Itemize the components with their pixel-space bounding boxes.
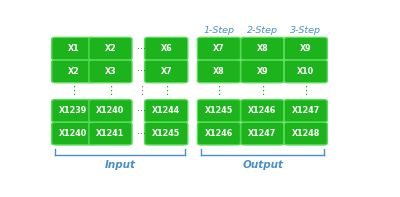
FancyBboxPatch shape [52,60,95,83]
FancyBboxPatch shape [284,37,327,60]
Text: X1245: X1245 [205,106,233,115]
FancyBboxPatch shape [89,122,132,145]
FancyBboxPatch shape [198,60,240,83]
FancyBboxPatch shape [52,37,95,60]
Text: X3: X3 [105,67,116,76]
FancyBboxPatch shape [241,99,284,122]
FancyBboxPatch shape [198,37,240,60]
Text: X1247: X1247 [248,129,276,138]
Text: X10: X10 [297,67,314,76]
Text: 3-Step: 3-Step [290,26,321,35]
Text: X7: X7 [160,67,172,76]
Text: ⋮: ⋮ [136,86,147,96]
Text: ···: ··· [137,129,146,139]
FancyBboxPatch shape [284,122,327,145]
Text: 2-Step: 2-Step [247,26,278,35]
Text: X1245: X1245 [152,129,180,138]
Text: ···: ··· [137,44,146,54]
FancyBboxPatch shape [89,99,132,122]
Text: X9: X9 [300,44,312,53]
FancyBboxPatch shape [89,37,132,60]
FancyBboxPatch shape [145,122,188,145]
Text: X1248: X1248 [292,129,320,138]
FancyBboxPatch shape [241,37,284,60]
Text: X6: X6 [160,44,172,53]
FancyBboxPatch shape [284,60,327,83]
FancyBboxPatch shape [52,99,95,122]
Text: X1239: X1239 [59,106,87,115]
Text: 1-Step: 1-Step [204,26,234,35]
FancyBboxPatch shape [145,99,188,122]
Text: X8: X8 [256,44,268,53]
Text: Output: Output [242,161,283,170]
Text: ⋮: ⋮ [213,86,224,96]
Text: ⋮: ⋮ [257,86,268,96]
FancyBboxPatch shape [284,99,327,122]
Text: X9: X9 [256,67,268,76]
Text: X2: X2 [104,44,116,53]
FancyBboxPatch shape [198,122,240,145]
FancyBboxPatch shape [145,37,188,60]
FancyBboxPatch shape [145,60,188,83]
Text: ···: ··· [137,106,146,116]
FancyBboxPatch shape [198,99,240,122]
Text: X1244: X1244 [152,106,180,115]
FancyBboxPatch shape [241,60,284,83]
FancyBboxPatch shape [89,60,132,83]
Text: X1240: X1240 [59,129,87,138]
Text: Input: Input [104,161,136,170]
Text: X1240: X1240 [96,106,124,115]
FancyBboxPatch shape [241,122,284,145]
Text: ⋮: ⋮ [105,86,116,96]
FancyBboxPatch shape [52,122,95,145]
Text: X1: X1 [68,44,79,53]
Text: X1247: X1247 [292,106,320,115]
Text: ⋮: ⋮ [300,86,311,96]
Text: X2: X2 [67,67,79,76]
Text: ···: ··· [137,66,146,76]
Text: X1241: X1241 [96,129,124,138]
Text: X7: X7 [213,44,225,53]
Text: ⋮: ⋮ [68,86,79,96]
Text: X1246: X1246 [248,106,276,115]
Text: ⋮: ⋮ [161,86,172,96]
Text: X8: X8 [213,67,225,76]
Text: X1246: X1246 [205,129,233,138]
